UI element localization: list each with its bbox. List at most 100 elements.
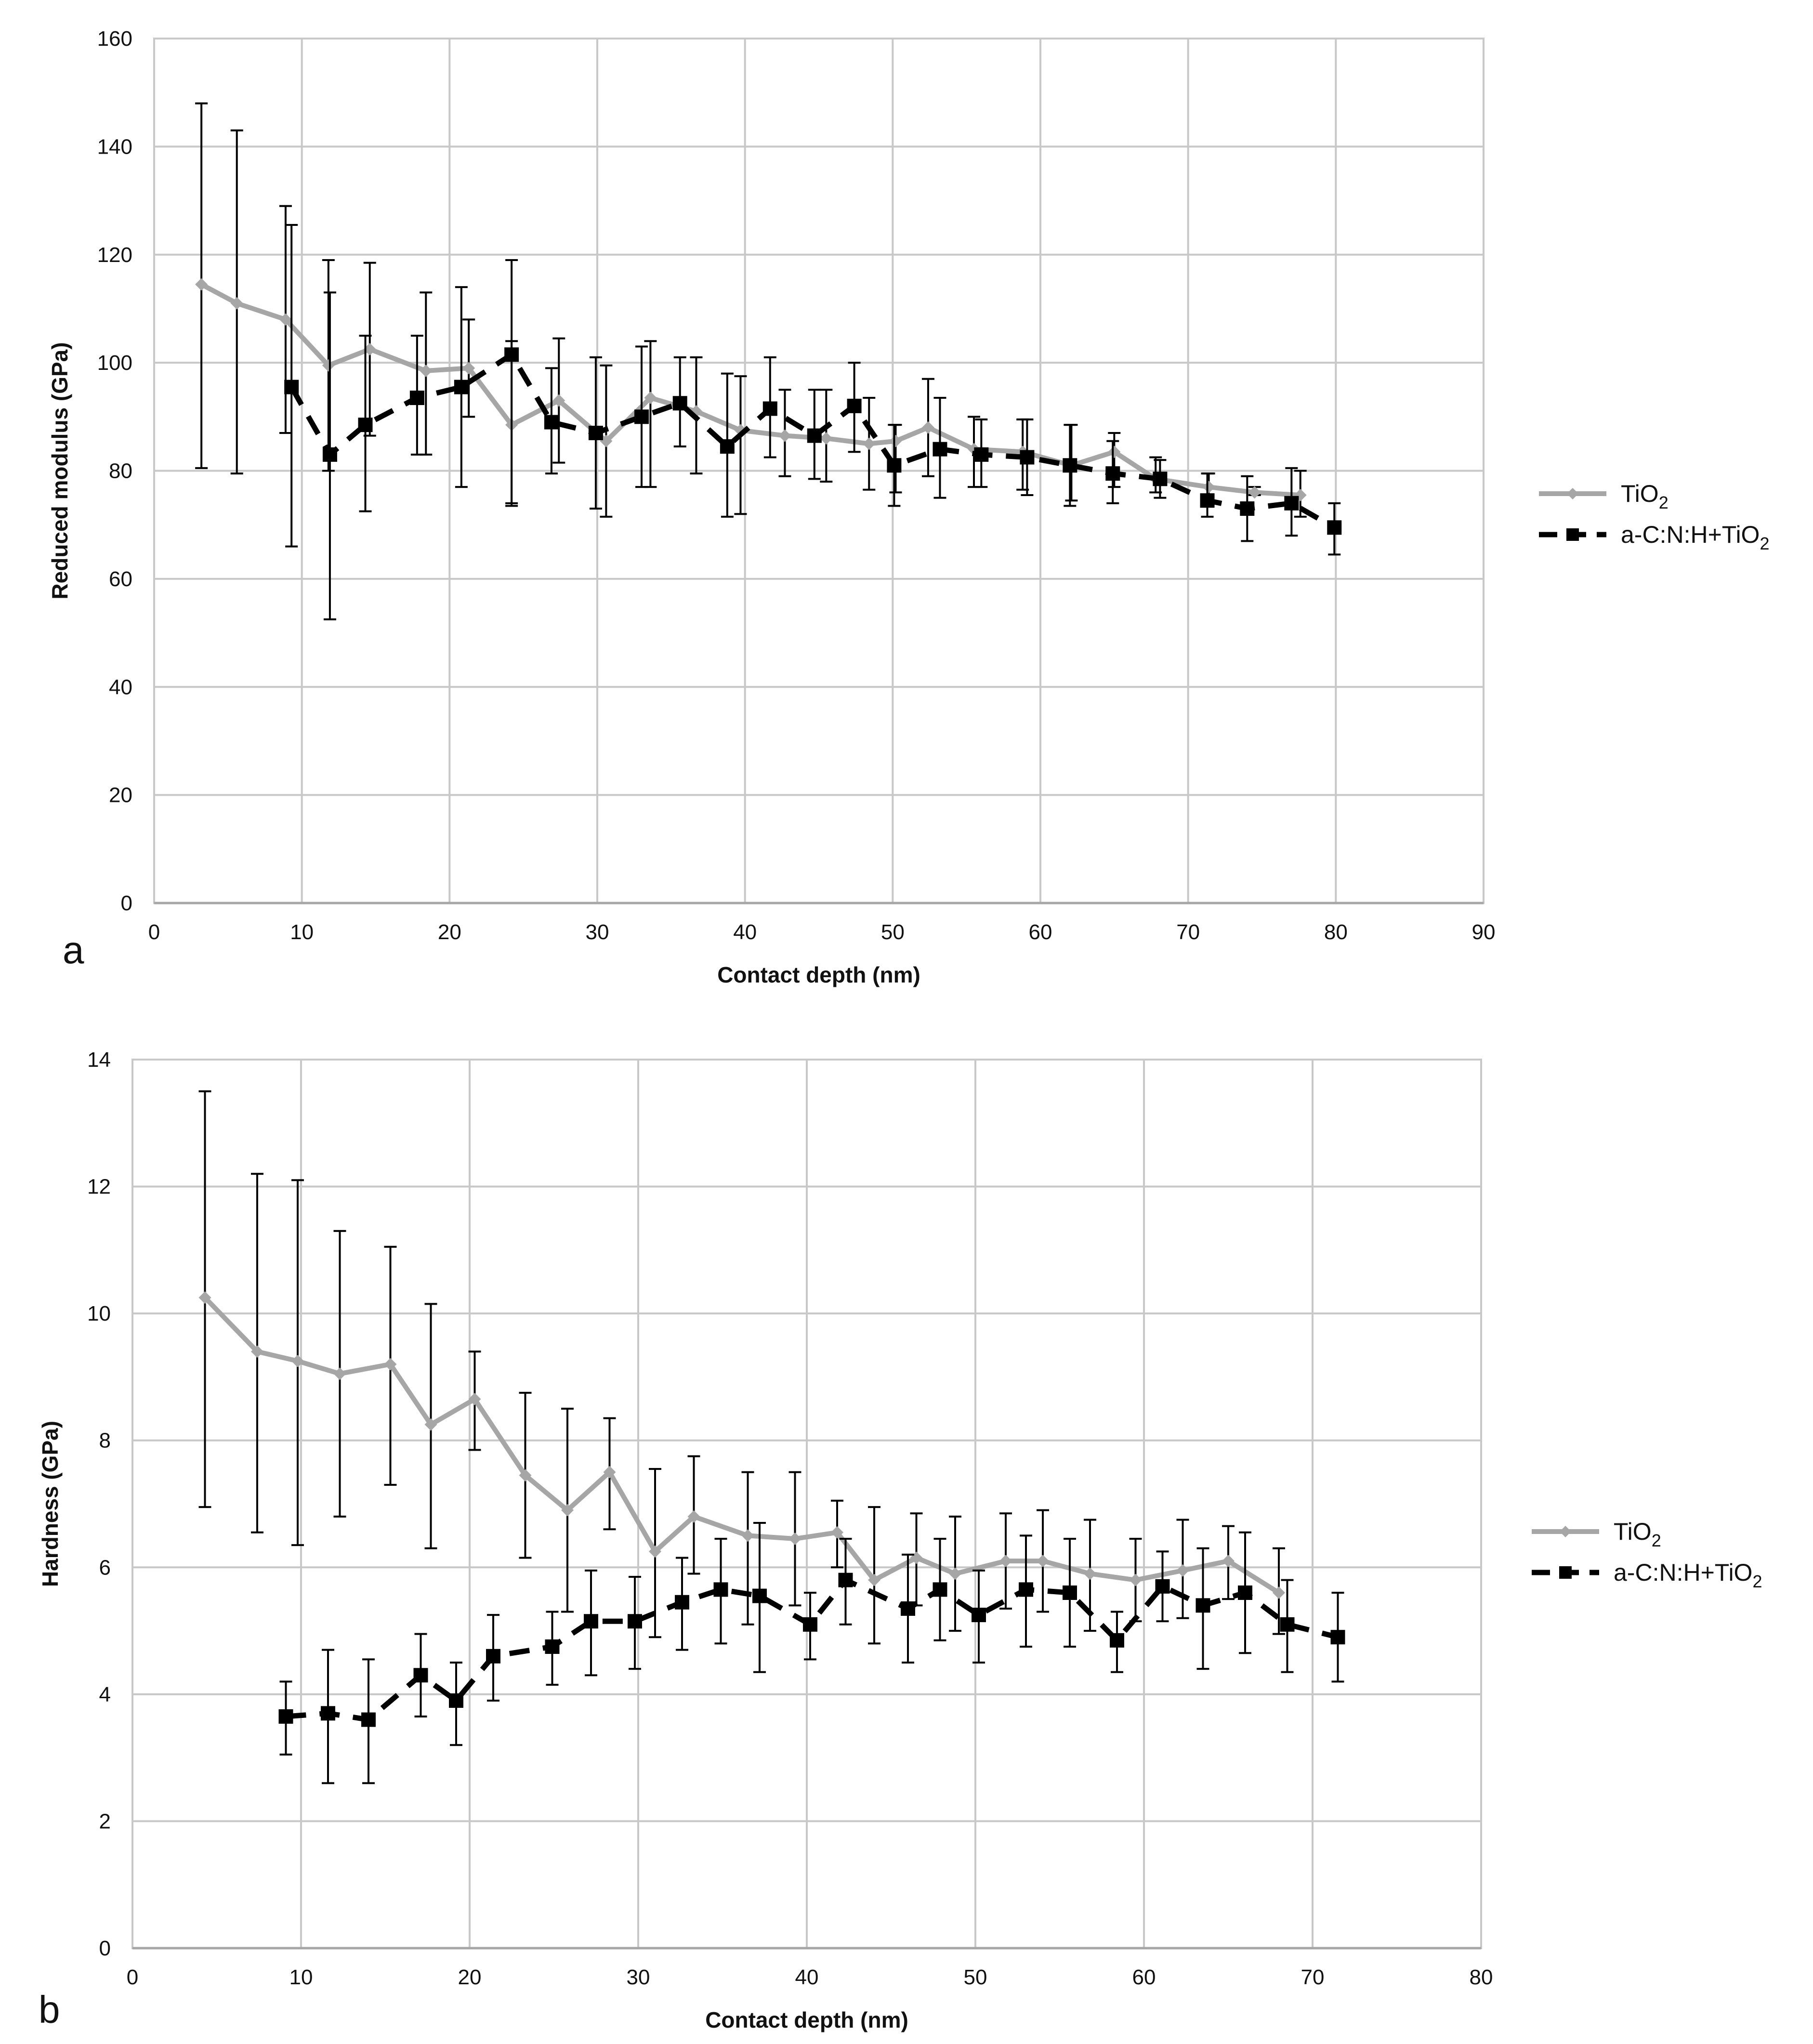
data-point bbox=[322, 447, 337, 462]
data-point bbox=[1222, 1555, 1235, 1568]
data-point bbox=[752, 1588, 767, 1603]
data-point bbox=[1110, 1633, 1124, 1648]
x-tick-label: 0 bbox=[127, 1965, 138, 1989]
data-point bbox=[1084, 1567, 1096, 1580]
y-tick-label: 0 bbox=[99, 1937, 111, 1960]
data-point bbox=[363, 343, 376, 356]
x-tick-label: 60 bbox=[1132, 1965, 1156, 1989]
legend-item: a-C:N:H+TiO2 bbox=[1532, 1559, 1762, 1591]
data-point bbox=[901, 1601, 915, 1616]
y-axis-title: Reduced modulus (GPa) bbox=[47, 342, 72, 599]
data-point bbox=[1020, 450, 1035, 465]
data-point bbox=[322, 359, 335, 372]
data-point bbox=[720, 439, 735, 454]
y-tick-label: 120 bbox=[97, 243, 132, 267]
x-tick-label: 10 bbox=[289, 1965, 313, 1989]
legend-label-main: TiO bbox=[1621, 480, 1659, 507]
data-point bbox=[1238, 1585, 1252, 1600]
data-point bbox=[358, 418, 373, 432]
data-point bbox=[687, 1510, 700, 1523]
chart-b: 0 2 4 6 8 10 12 14 0 10 20 30 40 50 60 70 80 Contact dept… bbox=[38, 1048, 1762, 2032]
data-point bbox=[649, 1545, 661, 1558]
data-point bbox=[644, 392, 657, 405]
data-point bbox=[462, 362, 475, 375]
data-point bbox=[588, 425, 603, 440]
data-point bbox=[1153, 472, 1168, 486]
x-tick-label: 30 bbox=[627, 1965, 650, 1989]
data-point bbox=[1284, 496, 1299, 511]
legend-label: TiO2 bbox=[1614, 1518, 1661, 1550]
data-point bbox=[195, 278, 208, 291]
data-point bbox=[788, 1532, 801, 1545]
legend-swatch-marker bbox=[1559, 1566, 1572, 1579]
chart-a: 0 20 40 60 80 100 120 140 160 0 10 20 30 40 50 60 70 80 90… bbox=[47, 27, 1769, 987]
data-point bbox=[198, 1291, 211, 1304]
data-point bbox=[1202, 481, 1215, 494]
x-tick-label: 50 bbox=[881, 920, 905, 944]
legend-label-subscript: 2 bbox=[1659, 493, 1668, 512]
data-point bbox=[803, 1617, 817, 1632]
x-tick-label: 20 bbox=[438, 920, 461, 944]
legend-label: a-C:N:H+TiO2 bbox=[1614, 1559, 1762, 1591]
legend-swatch-marker bbox=[1560, 1526, 1571, 1537]
data-point bbox=[713, 1582, 728, 1597]
data-point bbox=[544, 415, 559, 430]
data-point bbox=[1248, 486, 1261, 499]
data-point bbox=[762, 401, 777, 416]
data-point bbox=[454, 380, 469, 394]
legend-label-subscript: 2 bbox=[1652, 1531, 1661, 1550]
data-point bbox=[584, 1614, 598, 1629]
y-tick-label: 60 bbox=[109, 567, 132, 591]
legend-label-main: a-C:N:H+TiO bbox=[1621, 521, 1760, 548]
x-tick-label: 40 bbox=[795, 1965, 819, 1989]
series-acnh-tio2 bbox=[278, 1522, 1345, 1784]
legend-label-subscript: 2 bbox=[1760, 534, 1769, 553]
x-tick-label: 10 bbox=[290, 920, 314, 944]
y-tick-label: 100 bbox=[97, 351, 132, 375]
data-point bbox=[545, 1639, 560, 1654]
data-point bbox=[1155, 1579, 1170, 1594]
y-tick-label: 10 bbox=[87, 1302, 111, 1325]
data-point bbox=[552, 394, 565, 407]
data-point bbox=[933, 1582, 947, 1597]
x-axis-title: Contact depth (nm) bbox=[705, 2007, 908, 2032]
y-tick-label: 12 bbox=[87, 1175, 111, 1199]
data-point bbox=[634, 409, 649, 424]
data-point bbox=[672, 396, 687, 411]
data-point bbox=[675, 1595, 689, 1610]
data-point bbox=[1330, 1630, 1345, 1645]
data-point bbox=[384, 1358, 397, 1371]
x-tick-label: 20 bbox=[458, 1965, 482, 1989]
data-point bbox=[333, 1367, 346, 1380]
data-point bbox=[820, 432, 833, 445]
x-tick-label: 40 bbox=[733, 920, 757, 944]
data-point bbox=[1240, 501, 1255, 516]
y-tick-label: 6 bbox=[99, 1556, 111, 1579]
data-point bbox=[778, 429, 791, 442]
data-point bbox=[1196, 1598, 1210, 1613]
data-point bbox=[1019, 1582, 1033, 1597]
data-point bbox=[1327, 520, 1342, 535]
data-point bbox=[504, 347, 519, 362]
data-point bbox=[933, 442, 947, 457]
x-tick-label: 80 bbox=[1324, 920, 1348, 944]
data-point bbox=[999, 1555, 1012, 1568]
data-point bbox=[1176, 1564, 1189, 1577]
data-point bbox=[468, 1393, 481, 1406]
data-point bbox=[831, 1526, 843, 1539]
data-point bbox=[1063, 1585, 1077, 1600]
y-tick-label: 160 bbox=[97, 27, 132, 51]
y-tick-label: 0 bbox=[121, 891, 132, 915]
legend-item: TiO2 bbox=[1532, 1518, 1661, 1550]
data-point bbox=[863, 437, 876, 450]
data-point bbox=[561, 1504, 574, 1517]
y-tick-label: 8 bbox=[99, 1429, 111, 1453]
y-tick-label: 4 bbox=[99, 1683, 111, 1706]
legend-label-main: a-C:N:H+TiO bbox=[1614, 1559, 1752, 1586]
data-point bbox=[1129, 1573, 1142, 1586]
y-tick-label: 140 bbox=[97, 135, 132, 158]
data-point bbox=[868, 1573, 880, 1586]
x-tick-label: 0 bbox=[148, 920, 160, 944]
panel-label: b bbox=[39, 1988, 60, 2031]
